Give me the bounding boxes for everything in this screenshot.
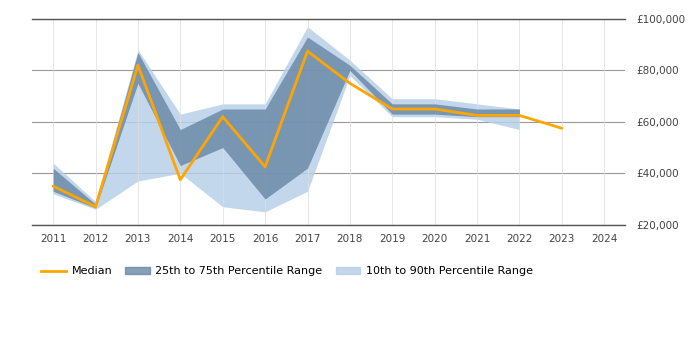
- Legend: Median, 25th to 75th Percentile Range, 10th to 90th Percentile Range: Median, 25th to 75th Percentile Range, 1…: [37, 262, 538, 281]
